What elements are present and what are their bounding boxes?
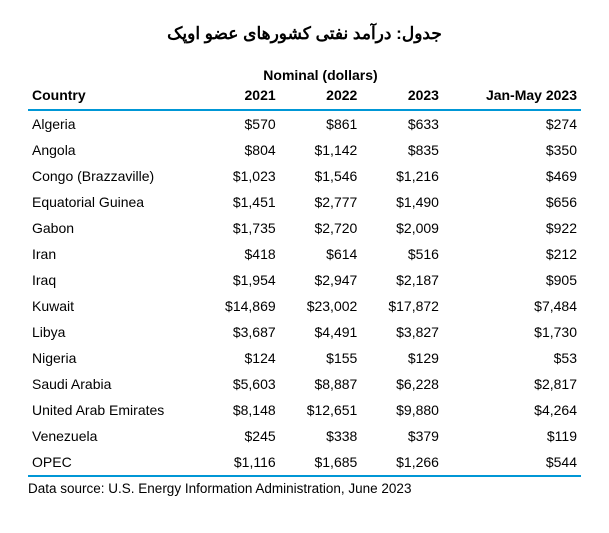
cell-value: $835 bbox=[361, 137, 443, 163]
cell-value: $469 bbox=[443, 163, 581, 189]
cell-value: $338 bbox=[280, 423, 362, 449]
cell-value: $570 bbox=[198, 110, 280, 137]
cell-value: $861 bbox=[280, 110, 362, 137]
cell-value: $155 bbox=[280, 345, 362, 371]
cell-value: $5,603 bbox=[198, 371, 280, 397]
cell-country: United Arab Emirates bbox=[28, 397, 198, 423]
header-spacer bbox=[443, 62, 581, 85]
cell-value: $516 bbox=[361, 241, 443, 267]
cell-country: Gabon bbox=[28, 215, 198, 241]
cell-value: $905 bbox=[443, 267, 581, 293]
header-spacer bbox=[28, 62, 198, 85]
cell-value: $2,009 bbox=[361, 215, 443, 241]
cell-value: $1,730 bbox=[443, 319, 581, 345]
table-row: Kuwait$14,869$23,002$17,872$7,484 bbox=[28, 293, 581, 319]
cell-value: $245 bbox=[198, 423, 280, 449]
cell-value: $3,687 bbox=[198, 319, 280, 345]
cell-value: $53 bbox=[443, 345, 581, 371]
table-row: Algeria$570$861$633$274 bbox=[28, 110, 581, 137]
opec-revenue-table: Nominal (dollars) Country 2021 2022 2023… bbox=[28, 62, 581, 477]
cell-value: $1,490 bbox=[361, 189, 443, 215]
cell-country: Saudi Arabia bbox=[28, 371, 198, 397]
cell-value: $350 bbox=[443, 137, 581, 163]
cell-value: $2,947 bbox=[280, 267, 362, 293]
cell-value: $2,720 bbox=[280, 215, 362, 241]
cell-value: $2,777 bbox=[280, 189, 362, 215]
cell-country: Iran bbox=[28, 241, 198, 267]
cell-value: $212 bbox=[443, 241, 581, 267]
table-row: Iraq$1,954$2,947$2,187$905 bbox=[28, 267, 581, 293]
table-row: United Arab Emirates$8,148$12,651$9,880$… bbox=[28, 397, 581, 423]
cell-value: $4,264 bbox=[443, 397, 581, 423]
cell-value: $2,817 bbox=[443, 371, 581, 397]
cell-value: $1,116 bbox=[198, 449, 280, 476]
table-row: Libya$3,687$4,491$3,827$1,730 bbox=[28, 319, 581, 345]
cell-value: $23,002 bbox=[280, 293, 362, 319]
cell-country: Nigeria bbox=[28, 345, 198, 371]
cell-value: $614 bbox=[280, 241, 362, 267]
cell-value: $418 bbox=[198, 241, 280, 267]
cell-value: $1,451 bbox=[198, 189, 280, 215]
cell-country: Venezuela bbox=[28, 423, 198, 449]
cell-value: $656 bbox=[443, 189, 581, 215]
table-title: جدول: درآمد نفتی کشورهای عضو اوپک bbox=[28, 24, 581, 44]
cell-value: $124 bbox=[198, 345, 280, 371]
table-row: Nigeria$124$155$129$53 bbox=[28, 345, 581, 371]
cell-value: $1,546 bbox=[280, 163, 362, 189]
cell-value: $4,491 bbox=[280, 319, 362, 345]
header-group-nominal: Nominal (dollars) bbox=[198, 62, 443, 85]
table-row: Saudi Arabia$5,603$8,887$6,228$2,817 bbox=[28, 371, 581, 397]
table-row: Venezuela$245$338$379$119 bbox=[28, 423, 581, 449]
cell-value: $3,827 bbox=[361, 319, 443, 345]
header-col-janmay2023: Jan-May 2023 bbox=[443, 85, 581, 110]
cell-country: Iraq bbox=[28, 267, 198, 293]
cell-value: $14,869 bbox=[198, 293, 280, 319]
cell-value: $544 bbox=[443, 449, 581, 476]
cell-value: $922 bbox=[443, 215, 581, 241]
table-row: Equatorial Guinea$1,451$2,777$1,490$656 bbox=[28, 189, 581, 215]
cell-country: Angola bbox=[28, 137, 198, 163]
cell-value: $17,872 bbox=[361, 293, 443, 319]
cell-value: $274 bbox=[443, 110, 581, 137]
data-source: Data source: U.S. Energy Information Adm… bbox=[28, 477, 581, 496]
cell-country: Libya bbox=[28, 319, 198, 345]
cell-country: Algeria bbox=[28, 110, 198, 137]
header-country: Country bbox=[28, 85, 198, 110]
cell-value: $1,142 bbox=[280, 137, 362, 163]
cell-value: $633 bbox=[361, 110, 443, 137]
cell-country: Equatorial Guinea bbox=[28, 189, 198, 215]
cell-value: $8,148 bbox=[198, 397, 280, 423]
table-row: Gabon$1,735$2,720$2,009$922 bbox=[28, 215, 581, 241]
cell-value: $9,880 bbox=[361, 397, 443, 423]
table-row: Iran$418$614$516$212 bbox=[28, 241, 581, 267]
header-col-2021: 2021 bbox=[198, 85, 280, 110]
cell-value: $12,651 bbox=[280, 397, 362, 423]
cell-value: $129 bbox=[361, 345, 443, 371]
cell-country: Congo (Brazzaville) bbox=[28, 163, 198, 189]
table-container: Nominal (dollars) Country 2021 2022 2023… bbox=[28, 62, 581, 496]
cell-value: $1,735 bbox=[198, 215, 280, 241]
cell-value: $7,484 bbox=[443, 293, 581, 319]
cell-value: $1,685 bbox=[280, 449, 362, 476]
table-row: Angola$804$1,142$835$350 bbox=[28, 137, 581, 163]
cell-value: $2,187 bbox=[361, 267, 443, 293]
cell-value: $8,887 bbox=[280, 371, 362, 397]
table-row: OPEC$1,116$1,685$1,266$544 bbox=[28, 449, 581, 476]
cell-value: $1,023 bbox=[198, 163, 280, 189]
cell-value: $1,954 bbox=[198, 267, 280, 293]
cell-value: $119 bbox=[443, 423, 581, 449]
header-col-2022: 2022 bbox=[280, 85, 362, 110]
cell-value: $379 bbox=[361, 423, 443, 449]
cell-value: $6,228 bbox=[361, 371, 443, 397]
cell-country: Kuwait bbox=[28, 293, 198, 319]
table-body: Algeria$570$861$633$274Angola$804$1,142$… bbox=[28, 110, 581, 476]
table-row: Congo (Brazzaville)$1,023$1,546$1,216$46… bbox=[28, 163, 581, 189]
cell-value: $804 bbox=[198, 137, 280, 163]
cell-value: $1,266 bbox=[361, 449, 443, 476]
cell-country: OPEC bbox=[28, 449, 198, 476]
cell-value: $1,216 bbox=[361, 163, 443, 189]
header-col-2023: 2023 bbox=[361, 85, 443, 110]
